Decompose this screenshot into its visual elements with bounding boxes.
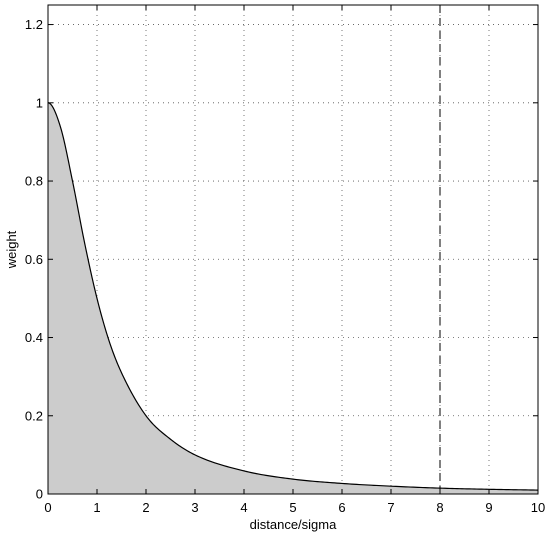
y-tick-label: 0.6 [25, 252, 43, 267]
y-tick-label: 0 [36, 487, 43, 502]
x-tick-label: 1 [93, 500, 100, 515]
grid [48, 5, 538, 494]
y-tick-label: 0.4 [25, 330, 43, 345]
x-tick-labels: 0 1 2 3 4 5 6 7 8 9 10 [44, 500, 545, 515]
x-tick-label: 4 [240, 500, 247, 515]
x-tick-label: 5 [289, 500, 296, 515]
weight-curve [47, 102, 539, 491]
y-tick-label: 0.2 [25, 408, 43, 423]
y-tick-label: 0.8 [25, 174, 43, 189]
y-tick-label: 1 [36, 95, 43, 110]
x-tick-label: 8 [436, 500, 443, 515]
axis-ticks [47, 5, 539, 495]
y-tick-labels: 0 0.2 0.4 0.6 0.8 1 1.2 [25, 17, 43, 501]
y-axis-label: weight [4, 230, 19, 269]
x-tick-label: 10 [531, 500, 545, 515]
x-axis-label: distance/sigma [250, 517, 337, 532]
weight-area [48, 102, 538, 495]
x-tick-label: 9 [485, 500, 492, 515]
x-tick-label: 7 [387, 500, 394, 515]
x-tick-label: 0 [44, 500, 51, 515]
x-tick-label: 6 [338, 500, 345, 515]
x-tick-label: 2 [142, 500, 149, 515]
y-tick-label: 1.2 [25, 17, 43, 32]
x-tick-label: 3 [191, 500, 198, 515]
